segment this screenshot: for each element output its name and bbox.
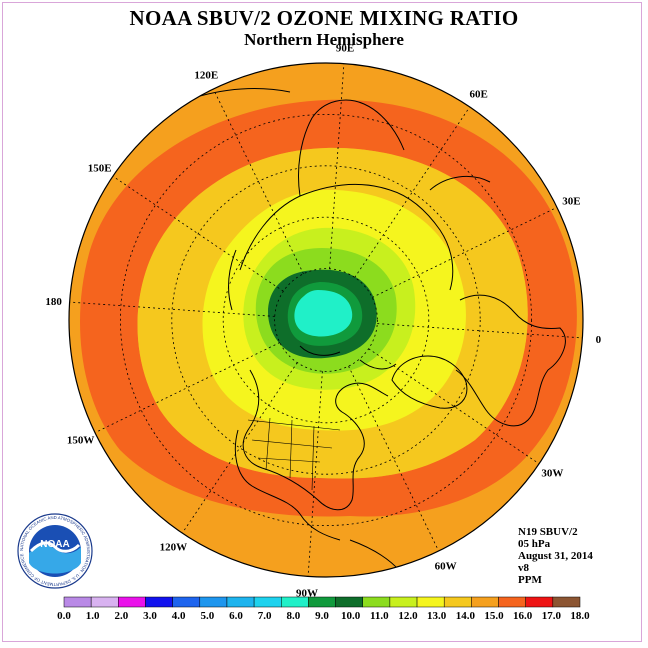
colorbar-tick-label: 7.0 (258, 610, 272, 622)
longitude-label: 150W (67, 435, 95, 447)
colorbar-tick-label: 18.0 (570, 610, 590, 622)
info-instrument: N19 SBUV/2 (518, 526, 578, 538)
meridian-line (181, 362, 298, 534)
coastlines (199, 88, 566, 577)
colorbar-swatch (172, 596, 201, 608)
noaa-logo-text: NOAA (40, 539, 69, 550)
info-unit: PPM (518, 574, 542, 586)
meridian-line (377, 323, 583, 339)
map-title: NOAA SBUV/2 OZONE MIXING RATIO (129, 6, 519, 30)
colorbar-tick-label: 16.0 (513, 610, 533, 622)
meridian-line (329, 63, 345, 269)
colorbar-tick-label: 17.0 (542, 610, 562, 622)
colorbar-tick-label: 2.0 (114, 610, 128, 622)
colorbar-tick-label: 9.0 (315, 610, 329, 622)
longitude-label: 120E (194, 70, 218, 82)
colorbar-tick-label: 10.0 (341, 610, 361, 622)
colorbar-swatch (498, 596, 526, 608)
colorbar-tick-label: 5.0 (200, 610, 214, 622)
colorbar-swatch (471, 596, 499, 608)
longitude-label: 90E (336, 43, 354, 55)
meridian-line (354, 106, 471, 278)
colorbar-swatch (118, 596, 146, 608)
latitude-circle (171, 165, 481, 475)
colorbar-swatch (199, 596, 228, 608)
map-subtitle: Northern Hemisphere (244, 30, 404, 49)
colorbar-tick-label: 6.0 (229, 610, 243, 622)
colorbar-tick-label: 11.0 (370, 610, 389, 622)
longitude-label: 90W (296, 587, 318, 599)
colorbar-swatch (552, 596, 581, 608)
meridian-line (372, 206, 558, 298)
latitude-circle (274, 268, 378, 372)
meridian-line (348, 366, 440, 552)
longitude-label: 60W (435, 560, 457, 572)
noaa-logo-graphic: NOAA NATIONAL OCEANIC AND ATMOSPHERIC AD… (17, 513, 93, 589)
colorbar-tick-label: 12.0 (398, 610, 418, 622)
longitude-label: 180 (45, 296, 62, 308)
longitude-label: 0 (596, 334, 602, 346)
longitude-labels: 90E 60E 30E 0 30W 60W 90W 120W 150W 180 150E 120E (45, 43, 601, 600)
band-7-8 (294, 290, 353, 337)
longitude-label: 30W (541, 468, 563, 480)
colorbar-tick-label: 8.0 (286, 610, 300, 622)
map-border (68, 62, 584, 578)
colorbar-swatch (253, 596, 282, 608)
meridian-line (212, 88, 304, 274)
colorbar-swatch (525, 596, 554, 608)
noaa-logo: NOAA NATIONAL OCEANIC AND ATMOSPHERIC AD… (17, 513, 93, 589)
colorbar-swatch (281, 596, 309, 608)
info-pressure: 05 hPa (518, 538, 551, 550)
meridian-line (368, 348, 540, 465)
colorbar-swatch (416, 596, 445, 608)
longitude-label: 60E (469, 89, 487, 101)
colorbar-swatch (145, 596, 173, 608)
meridian-line (112, 175, 284, 292)
colorbar-swatch (362, 596, 391, 608)
meridian-line (307, 371, 323, 577)
longitude-label: 30E (562, 195, 580, 207)
page-frame (2, 2, 642, 642)
colorbar-tick-label: 13.0 (427, 610, 447, 622)
colorbar-tick-label: 4.0 (172, 610, 186, 622)
latitude-circle (119, 113, 533, 527)
colorbar-tick-label: 15.0 (484, 610, 504, 622)
colorbar-tick-label: 14.0 (456, 610, 476, 622)
info-version: v8 (518, 562, 529, 574)
colorbar-swatch (226, 596, 255, 608)
meridian-line (69, 301, 275, 317)
colorbar-tick-label: 3.0 (143, 610, 157, 622)
colorbar: 0.0 1.0 2.0 3.0 4.0 5.0 6.0 7.0 8.0 9.0 10.0 11.0 12… (57, 596, 590, 622)
colorbar-swatch (335, 596, 363, 608)
ozone-field (69, 63, 583, 577)
info-block: N19 SBUV/2 05 hPa August 31, 2014 v8 PPM (518, 526, 593, 586)
colorbar-swatch (63, 596, 92, 608)
colorbar-tick-label: 0.0 (57, 610, 71, 622)
meridian-line (94, 342, 280, 434)
state-borders (247, 417, 341, 491)
colorbar-swatch (389, 596, 418, 608)
graticule (69, 63, 583, 577)
colorbar-swatch (308, 596, 336, 608)
latitude-circle (222, 216, 430, 424)
info-date: August 31, 2014 (518, 550, 593, 562)
colorbar-swatch (443, 596, 472, 608)
longitude-label: 120W (160, 541, 188, 553)
colorbar-tick-label: 1.0 (86, 610, 100, 622)
longitude-label: 150E (88, 162, 112, 174)
colorbar-swatch (90, 596, 119, 608)
